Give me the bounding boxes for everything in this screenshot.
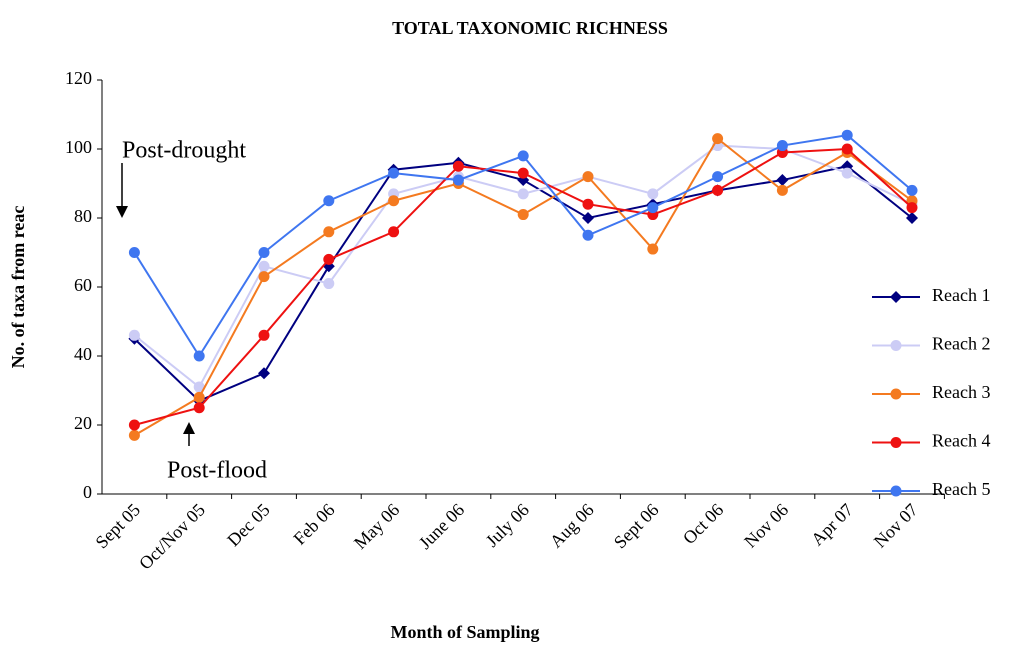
legend-label: Reach 2	[932, 334, 990, 354]
x-axis-title: Month of Sampling	[390, 622, 539, 642]
data-point	[388, 167, 400, 179]
data-point	[906, 202, 918, 214]
x-tick-label: Apr 07	[807, 500, 857, 550]
y-tick-label: 40	[74, 344, 92, 364]
data-point	[582, 171, 594, 183]
data-point	[323, 278, 335, 290]
legend-label: Reach 4	[932, 431, 990, 451]
legend-marker	[890, 340, 902, 351]
x-tick-label: Dec 05	[223, 500, 274, 551]
data-point	[128, 429, 140, 441]
data-point	[323, 226, 335, 238]
annotation: Post-flood	[167, 458, 267, 484]
y-tick-label: 60	[74, 275, 92, 295]
legend-marker	[890, 437, 902, 448]
data-point	[517, 188, 529, 200]
x-tick-label: June 06	[415, 500, 468, 553]
data-point	[388, 195, 400, 207]
annotation: Post-drought	[122, 138, 246, 164]
data-point	[193, 381, 205, 393]
data-point	[388, 226, 400, 238]
data-point	[258, 260, 270, 272]
x-tick-label: Sept 05	[91, 500, 144, 553]
y-tick-label: 20	[74, 413, 92, 433]
data-point	[841, 129, 853, 141]
data-point	[906, 212, 918, 224]
x-tick-label: Oct 06	[679, 500, 727, 548]
x-tick-label: Feb 06	[289, 500, 338, 549]
data-point	[517, 167, 529, 179]
data-point	[841, 143, 853, 155]
data-point	[128, 419, 140, 431]
legend-marker	[890, 291, 902, 303]
chart-title: TOTAL TAXONOMIC RICHNESS	[392, 18, 668, 38]
data-point	[323, 195, 335, 207]
x-tick-label: Oct/Nov 05	[135, 500, 209, 574]
x-tick-label: Sept 06	[610, 500, 663, 553]
legend-marker	[890, 388, 902, 400]
data-point	[712, 184, 724, 196]
x-tick-label: Nov 06	[740, 500, 792, 552]
data-point	[776, 184, 788, 196]
x-tick-label: May 06	[350, 500, 403, 553]
data-point	[647, 243, 659, 255]
data-point	[647, 188, 659, 200]
data-point	[712, 171, 724, 183]
data-point	[582, 212, 594, 224]
data-point	[841, 167, 853, 179]
data-point	[258, 367, 270, 380]
data-point	[517, 209, 529, 221]
data-point	[258, 271, 270, 283]
data-point	[258, 329, 270, 341]
data-point	[193, 350, 205, 362]
y-tick-label: 100	[65, 137, 92, 157]
legend-marker	[890, 485, 902, 497]
data-point	[258, 247, 270, 258]
y-tick-label: 0	[83, 482, 92, 502]
data-point	[776, 140, 788, 152]
data-point	[323, 253, 335, 265]
data-point	[647, 202, 659, 214]
data-point	[582, 198, 594, 210]
legend-label: Reach 3	[932, 382, 990, 402]
data-point	[193, 391, 205, 403]
x-tick-label: July 06	[482, 500, 533, 551]
x-tick-label: Aug 06	[546, 500, 598, 552]
y-axis-title: No. of taxa from reac	[8, 206, 28, 369]
data-point	[517, 150, 529, 162]
y-tick-label: 120	[65, 68, 92, 88]
data-point	[452, 160, 464, 172]
data-point	[906, 184, 918, 196]
data-point	[712, 133, 724, 145]
data-point	[128, 247, 140, 258]
legend-label: Reach 5	[932, 479, 990, 499]
data-point	[452, 174, 464, 186]
legend-label: Reach 1	[932, 285, 990, 305]
x-tick-label: Nov 07	[870, 500, 922, 552]
data-point	[128, 329, 140, 341]
data-point	[193, 402, 205, 414]
data-point	[582, 229, 594, 241]
y-tick-label: 80	[74, 206, 92, 226]
data-point	[776, 174, 789, 187]
